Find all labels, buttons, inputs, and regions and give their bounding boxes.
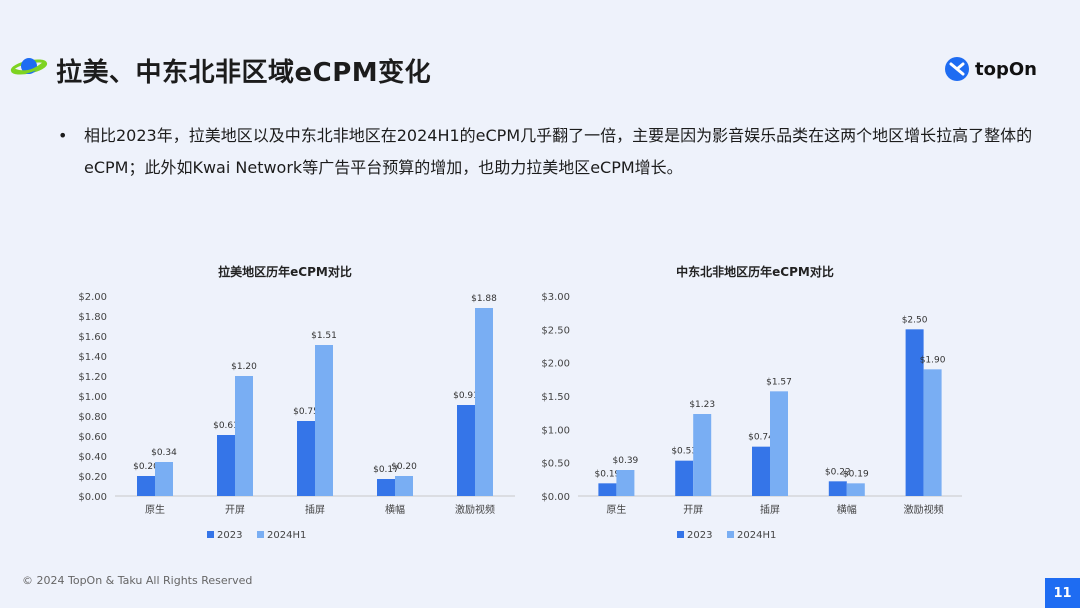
data-label: $2.50: [902, 315, 928, 325]
x-tick-label: 原生: [145, 503, 165, 516]
y-tick-label: $1.00: [541, 425, 570, 436]
legend-label: 2023: [217, 530, 242, 541]
chart-title: 中东北非地区历年eCPM对比: [676, 264, 834, 279]
data-label: $0.39: [613, 456, 639, 466]
bar-2023: [905, 329, 924, 496]
legend-label: 2024H1: [737, 530, 776, 541]
y-tick-label: $1.50: [541, 392, 570, 403]
bar-2024H1: [315, 345, 333, 496]
data-label: $1.90: [920, 355, 946, 365]
y-tick-label: $2.00: [541, 359, 570, 370]
bar-2024H1: [475, 308, 493, 496]
bar-2024H1: [616, 470, 635, 496]
data-label: $0.53: [671, 447, 697, 457]
y-tick-label: $1.60: [78, 332, 107, 343]
y-tick-label: $0.50: [541, 459, 570, 470]
topon-logo-icon: [945, 57, 969, 81]
bar-2023: [752, 446, 770, 496]
data-label: $0.19: [843, 469, 869, 479]
chart-title: 拉美地区历年eCPM对比: [218, 264, 352, 279]
y-tick-label: $2.50: [541, 325, 570, 336]
copyright-footer: © 2024 TopOn & Taku All Rights Reserved: [22, 574, 253, 587]
x-tick-label: 激励视频: [904, 503, 944, 516]
data-label: $0.20: [391, 462, 417, 472]
data-label: $1.51: [311, 331, 337, 341]
y-tick-label: $1.40: [78, 352, 107, 363]
data-label: $0.22: [825, 467, 851, 477]
bar-2023: [675, 460, 694, 496]
data-label: $0.34: [151, 448, 177, 458]
data-label: $0.75: [293, 407, 319, 417]
y-tick-label: $1.80: [78, 312, 107, 323]
page-title: 拉美、中东北非区域eCPM变化: [56, 58, 432, 88]
data-label: $0.74: [748, 433, 774, 443]
data-label: $0.19: [595, 469, 621, 479]
planet-icon: [10, 58, 48, 75]
x-tick-label: 横幅: [385, 503, 405, 516]
y-tick-label: $2.00: [78, 292, 107, 303]
x-tick-label: 开屏: [683, 504, 703, 516]
legend-swatch: [257, 531, 264, 538]
bar-2024H1: [693, 414, 712, 496]
bar-2023: [457, 405, 475, 496]
data-label: $0.20: [133, 462, 159, 472]
bar-2023: [217, 435, 235, 496]
data-label: $1.57: [766, 377, 792, 387]
y-tick-label: $0.80: [78, 412, 107, 423]
bar-2023: [137, 476, 155, 496]
logo-text: topOn: [975, 58, 1037, 80]
chart-mena-svg: 中东北非地区历年eCPM对比 $0.00 $0.50 $1.00 $1.50 $2.00 $…: [541, 264, 962, 541]
y-tick-label: $0.20: [78, 472, 107, 483]
chart-mena: 中东北非地区历年eCPM对比 $0.00 $0.50 $1.00 $1.50 $2.00 $…: [530, 258, 980, 552]
bar-2023: [297, 421, 315, 496]
data-label: $1.88: [471, 294, 497, 304]
y-tick-label: $0.40: [78, 452, 107, 463]
bullet-text: 相比2023年，拉美地区以及中东北非地区在2024H1的eCPM几乎翻了一倍，主…: [84, 126, 1033, 177]
chart-latam: 拉美地区历年eCPM对比 $0.00 $0.20 $0.40 $0.60 $0.80 $1.…: [60, 258, 520, 552]
x-tick-label: 原生: [606, 503, 626, 516]
bar-2024H1: [770, 391, 788, 496]
bullet-point: • 相比2023年，拉美地区以及中东北非地区在2024H1的eCPM几乎翻了一倍…: [58, 120, 1033, 184]
legend-swatch: [207, 531, 214, 538]
y-tick-label: $3.00: [541, 292, 570, 303]
topon-logo: topOn: [944, 56, 1037, 82]
legend-label: 2023: [687, 530, 712, 541]
y-tick-label: $0.00: [78, 492, 107, 503]
page-number: 11: [1045, 578, 1080, 608]
bar-2023: [828, 481, 847, 496]
data-label: $0.61: [213, 421, 239, 431]
y-tick-label: $1.00: [78, 392, 107, 403]
bullet-marker: •: [58, 126, 68, 145]
bar-2024H1: [846, 483, 865, 496]
data-label: $1.20: [231, 362, 257, 372]
bar-2024H1: [395, 476, 413, 496]
y-tick-label: $0.00: [541, 492, 570, 503]
data-label: $1.23: [689, 400, 715, 410]
legend-label: 2024H1: [267, 530, 306, 541]
x-tick-label: 开屏: [225, 504, 245, 516]
bar-2024H1: [155, 462, 173, 496]
data-label: $0.17: [373, 465, 399, 475]
x-tick-label: 插屏: [305, 503, 325, 516]
bar-2024H1: [235, 376, 253, 496]
bar-2023: [598, 483, 617, 496]
bar-2023: [377, 479, 395, 496]
x-tick-label: 插屏: [760, 503, 780, 516]
data-label: $0.91: [453, 391, 479, 401]
x-tick-label: 横幅: [837, 503, 857, 516]
legend-swatch: [727, 531, 734, 538]
bar-2024H1: [923, 369, 942, 496]
y-tick-label: $0.60: [78, 432, 107, 443]
y-tick-label: $1.20: [78, 372, 107, 383]
x-tick-label: 激励视频: [455, 503, 495, 516]
legend-swatch: [677, 531, 684, 538]
chart-latam-svg: 拉美地区历年eCPM对比 $0.00 $0.20 $0.40 $0.60 $0.80 $1.…: [78, 264, 515, 541]
